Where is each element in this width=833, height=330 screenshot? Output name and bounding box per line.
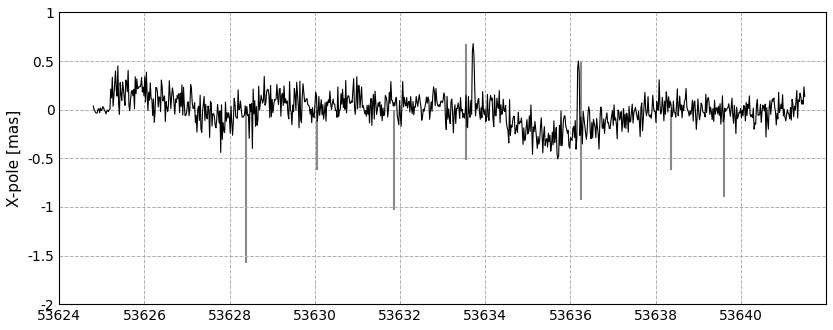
Y-axis label: X-pole [mas]: X-pole [mas] <box>7 110 22 207</box>
